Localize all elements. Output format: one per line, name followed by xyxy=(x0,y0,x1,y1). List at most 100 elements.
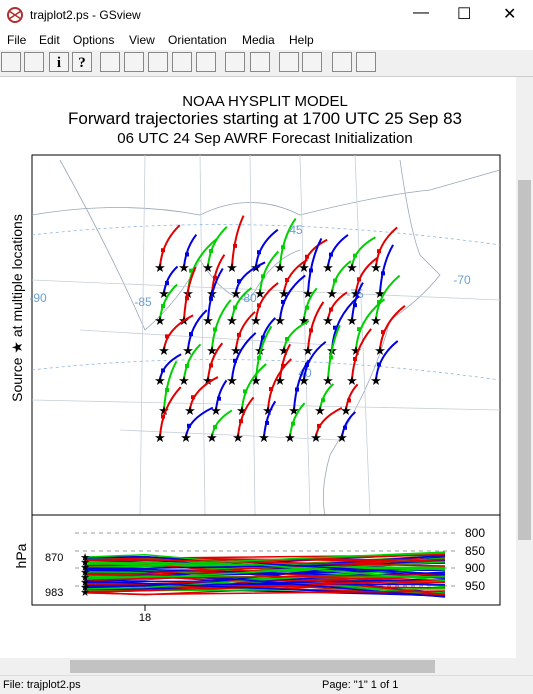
toolbar-button[interactable] xyxy=(225,52,245,72)
coastline xyxy=(322,159,441,516)
source-star: ★ xyxy=(262,403,274,418)
trajectory xyxy=(279,217,297,268)
source-star: ★ xyxy=(80,557,90,569)
trajectory-marker xyxy=(185,363,189,368)
map-label: -85 xyxy=(134,295,152,309)
trajectory-marker xyxy=(233,243,237,248)
trajectory xyxy=(283,258,308,294)
source-star: ★ xyxy=(236,403,248,418)
scroll-thumb[interactable] xyxy=(518,180,531,540)
trajectory-marker xyxy=(243,389,247,394)
minimize-button[interactable]: — xyxy=(413,4,429,21)
menu-item[interactable]: Edit xyxy=(39,33,60,47)
trajectory-marker xyxy=(165,334,169,339)
trajectory xyxy=(379,304,406,351)
source-star: ★ xyxy=(370,260,382,275)
profile-axis-label: hPa xyxy=(13,543,29,568)
source-star: ★ xyxy=(232,430,244,445)
trajectory xyxy=(303,287,318,321)
trajectory-marker xyxy=(291,421,295,426)
source-star: ★ xyxy=(274,373,286,388)
source-star: ★ xyxy=(298,260,310,275)
trajectory-marker xyxy=(269,387,273,392)
source-star: ★ xyxy=(310,430,322,445)
profile-line xyxy=(84,567,446,590)
plot-page: NOAA HYSPLIT MODEL Forward trajectories … xyxy=(9,93,501,624)
source-star: ★ xyxy=(184,403,196,418)
source-star: ★ xyxy=(80,567,90,579)
trajectory xyxy=(375,340,399,381)
toolbar-button[interactable] xyxy=(356,52,376,72)
pressure-tick-label: 850 xyxy=(465,544,485,558)
menu-item[interactable]: Help xyxy=(289,33,314,47)
source-star: ★ xyxy=(322,373,334,388)
menu-item[interactable]: Orientation xyxy=(168,33,227,47)
trajectory xyxy=(341,411,356,438)
trajectory-marker xyxy=(353,303,357,308)
trajectory xyxy=(267,358,292,411)
plot-title: NOAA HYSPLIT MODEL xyxy=(182,93,348,110)
close-button[interactable]: ✕ xyxy=(503,6,517,23)
source-star: ★ xyxy=(178,373,190,388)
source-star: ★ xyxy=(80,587,90,599)
height-label: 983 xyxy=(45,587,63,599)
map-label: 45 xyxy=(289,223,303,237)
toolbar-button[interactable] xyxy=(196,52,216,72)
trajectory-marker xyxy=(233,358,237,363)
trajectory-marker xyxy=(185,252,189,257)
trajectory xyxy=(259,317,276,351)
toolbar-button[interactable] xyxy=(148,52,168,72)
source-star: ★ xyxy=(350,343,362,358)
source-star: ★ xyxy=(80,562,90,574)
trajectory-marker xyxy=(281,363,285,368)
menu-item[interactable]: Media xyxy=(242,33,275,47)
source-star: ★ xyxy=(230,286,242,301)
trajectory-marker xyxy=(233,305,237,310)
trajectory-marker xyxy=(285,277,289,282)
toolbar-button[interactable] xyxy=(100,52,120,72)
toolbar-button[interactable] xyxy=(24,52,44,72)
trajectory xyxy=(255,282,279,321)
pressure-tick-label: 800 xyxy=(465,526,485,540)
toolbar-button[interactable] xyxy=(124,52,144,72)
toolbar-button[interactable] xyxy=(279,52,299,72)
trajectory-marker xyxy=(257,303,261,308)
profile-line xyxy=(84,553,446,582)
source-star: ★ xyxy=(322,313,334,328)
map-label: -90 xyxy=(29,291,47,305)
toolbar-button[interactable]: i xyxy=(49,52,69,72)
trajectory xyxy=(207,267,224,321)
trajectory-marker xyxy=(353,253,357,258)
trajectory xyxy=(187,309,208,351)
trajectory-marker xyxy=(329,252,333,257)
menu-item[interactable]: File xyxy=(7,33,27,47)
horizontal-scrollbar[interactable] xyxy=(0,658,533,675)
window-title: trajplot2.ps - GSview xyxy=(30,8,141,22)
toolbar-button[interactable] xyxy=(1,52,21,72)
trajectory xyxy=(355,298,386,351)
menu-item[interactable]: View xyxy=(129,33,155,47)
source-star: ★ xyxy=(374,343,386,358)
source-star: ★ xyxy=(278,286,290,301)
toolbar-button[interactable] xyxy=(172,52,192,72)
source-star: ★ xyxy=(226,260,238,275)
trajectory xyxy=(163,265,179,294)
trajectory xyxy=(327,291,348,321)
scroll-thumb[interactable] xyxy=(70,660,435,673)
trajectory xyxy=(241,363,267,411)
trajectory xyxy=(327,324,341,381)
trajectory xyxy=(259,250,280,294)
toolbar-button[interactable]: ? xyxy=(72,52,92,72)
toolbar-button[interactable] xyxy=(302,52,322,72)
profile-line xyxy=(84,573,446,582)
toolbar-button[interactable] xyxy=(332,52,352,72)
trajectory xyxy=(159,386,182,438)
trajectory xyxy=(235,261,266,294)
vertical-scrollbar[interactable] xyxy=(516,77,533,658)
source-star: ★ xyxy=(80,577,90,589)
toolbar-button[interactable] xyxy=(250,52,270,72)
trajectory xyxy=(231,287,253,321)
trajectory xyxy=(211,409,233,438)
menu-item[interactable]: Options xyxy=(73,33,115,47)
maximize-button[interactable]: ☐ xyxy=(457,6,472,23)
